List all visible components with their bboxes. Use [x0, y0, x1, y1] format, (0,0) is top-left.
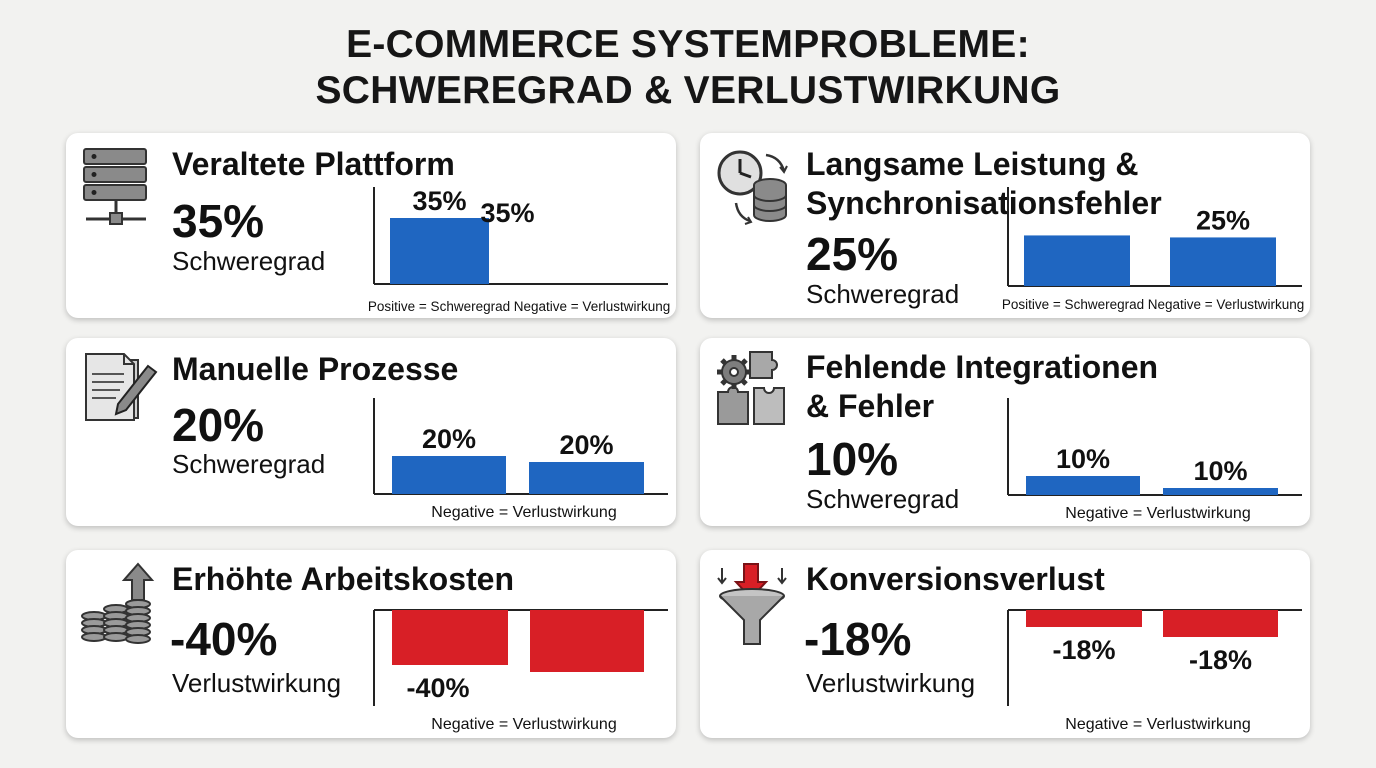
chart-caption: Negative = Verlustwirkung	[431, 504, 616, 521]
card-title: Erhöhte Arbeitskosten	[172, 561, 514, 597]
bar	[1163, 488, 1278, 495]
bar-chart: -40% Negative = Verlustwirkung	[373, 609, 668, 733]
gear-puzzle-icon	[714, 348, 794, 435]
bar-chart: 20% 20% Negative = Verlustwirkung	[373, 398, 668, 521]
document-pen-icon	[80, 352, 160, 431]
coins-arrow-up-icon	[78, 560, 158, 651]
card-metric-label: Schweregrad	[806, 484, 960, 514]
card-title: Langsame Leistung & Synchronisationsfehl…	[806, 146, 1162, 221]
card-erhoehte-arbeitskosten: Erhöhte Arbeitskosten -40% Verlustwirkun…	[66, 550, 676, 738]
card-metric-label: Schweregrad	[172, 449, 326, 479]
bar-chart: 10% 10% Negative = Verlustwirkung	[1007, 398, 1302, 522]
bar	[390, 218, 489, 284]
bar	[1163, 610, 1278, 637]
bar	[392, 610, 508, 665]
bar	[1024, 235, 1130, 286]
clock-database-sync-icon	[714, 145, 794, 234]
card-veraltete-plattform: Veraltete Plattform 35% Schweregrad 35% 3…	[66, 133, 676, 318]
page-title: E-COMMERCE SYSTEMPROBLEME: SCHWEREGRAD &…	[0, 22, 1376, 114]
bar-chart: 35% 35% Positive = Schweregrad Negative = V…	[368, 186, 670, 314]
card-title: Manuelle Prozesse	[172, 351, 459, 387]
card-manuelle-prozesse: Manuelle Prozesse 20% Schweregrad 20% 20%…	[66, 338, 676, 526]
chart-caption: Positive = Schweregrad	[368, 299, 510, 314]
bar-value-label: 25%	[1196, 205, 1250, 235]
card-value: 25%	[806, 228, 899, 280]
bar	[1026, 610, 1142, 627]
chart-caption: Negative = Verlustwirkung	[1065, 716, 1250, 733]
chart-caption: Negative = Verlustwirkung	[1148, 297, 1304, 312]
card-metric-label: Verlustwirkung	[806, 668, 976, 698]
bar-value-label: 10%	[1056, 444, 1110, 474]
card-value: 10%	[806, 433, 899, 485]
server-network-icon	[80, 147, 152, 232]
bar-value-label: 10%	[1193, 456, 1247, 486]
card-fehlende-integrationen: Fehlende Integrationen & Fehler 10% Schw…	[700, 338, 1310, 526]
card-value: -40%	[170, 613, 278, 665]
card-metric-label: Schweregrad	[172, 246, 326, 276]
chart-caption: Positive = Schweregrad	[1002, 297, 1144, 312]
funnel-arrow-down-icon	[716, 562, 792, 653]
card-title: Konversionsverlust	[806, 561, 1105, 597]
chart-caption: Negative = Verlustwirkung	[431, 716, 616, 733]
bar	[1170, 237, 1276, 286]
bar-chart: 25% Positive = Schweregrad Negative = Verl…	[1002, 187, 1304, 312]
bar	[530, 610, 644, 672]
bar	[392, 456, 506, 494]
card-konversionsverlust: Konversionsverlust -18% Verlustwirkung -…	[700, 550, 1310, 738]
card-value: 35%	[172, 195, 265, 247]
page-title-line-2: SCHWEREGRAD & VERLUSTWIRKUNG	[315, 69, 1061, 112]
page-title-line-1: E-COMMERCE SYSTEMPROBLEME:	[346, 23, 1030, 66]
bar-value-label: 20%	[559, 430, 613, 460]
chart-caption: Negative = Verlustwirkung	[1065, 505, 1250, 522]
card-metric-label: Schweregrad	[806, 279, 960, 309]
card-title: Fehlende Integrationen & Fehler	[806, 349, 1159, 424]
card-title: Veraltete Plattform	[172, 146, 455, 182]
bar-value-label: -18%	[1189, 645, 1252, 675]
card-value: 20%	[172, 399, 265, 451]
card-langsame-leistung: Langsame Leistung & Synchronisationsfehl…	[700, 133, 1310, 318]
bar-value-label: 35%	[412, 186, 466, 216]
chart-caption: Negative = Verlustwirkung	[514, 299, 670, 314]
bar	[529, 462, 644, 494]
bar-chart: -18% -18% Negative = Verlustwirkung	[1007, 609, 1302, 733]
bar-value-label: 35%	[480, 198, 534, 228]
card-metric-label: Verlustwirkung	[172, 668, 342, 698]
bar-value-label: -40%	[406, 673, 469, 703]
bar	[1026, 476, 1140, 495]
bar-value-label: 20%	[422, 424, 476, 454]
bar-value-label: -18%	[1052, 635, 1115, 665]
card-value: -18%	[804, 613, 912, 665]
